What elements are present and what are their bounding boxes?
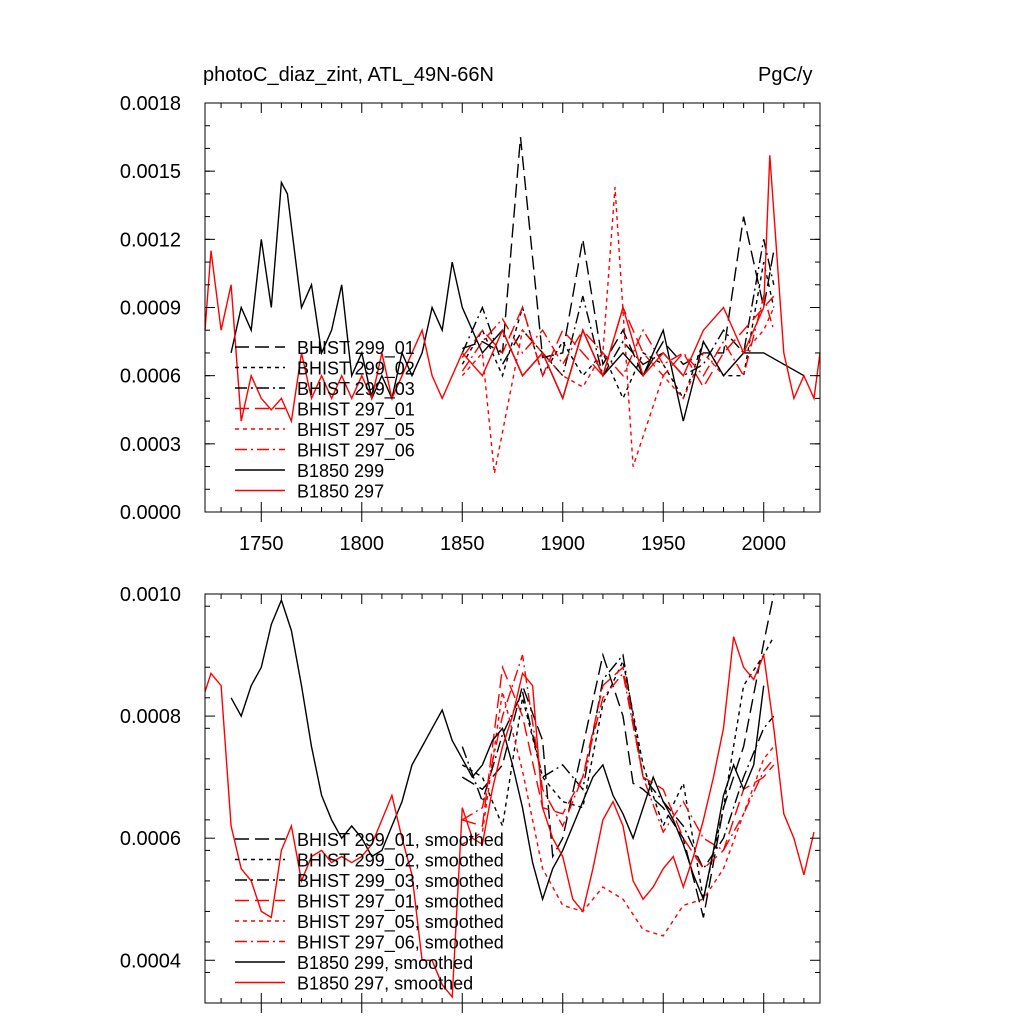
legend-label-5: BHIST 297_06, smoothed [297, 933, 504, 954]
series-line-5 [461, 293, 775, 378]
series-line-6 [230, 598, 765, 902]
series-line-0 [462, 137, 775, 378]
x-tick-label: 1850 [440, 533, 485, 555]
series-line-0 [461, 593, 775, 918]
x-tick-label: 1750 [239, 533, 284, 555]
series-line-7 [204, 155, 821, 424]
x-tick-label: 1900 [540, 533, 585, 555]
y-tick-label: 0.0015 [120, 161, 181, 183]
legend-label-6: B1850 299, smoothed [297, 953, 473, 973]
legend-label-0: BHIST 299_01 [297, 338, 415, 359]
legend-label-3: BHIST 297_01 [297, 400, 415, 421]
y-tick-label: 0.0012 [120, 229, 181, 251]
series-line-3 [462, 664, 775, 870]
series-line-4 [461, 691, 775, 937]
y-tick-label: 0.0003 [120, 434, 181, 456]
x-tick-label: 2000 [741, 533, 786, 555]
series-line-1 [461, 636, 775, 900]
x-tick-label: 1800 [340, 533, 385, 555]
series-line-5 [461, 654, 775, 852]
series-line-2 [461, 653, 775, 871]
legend-label-7: B1850 297 [297, 482, 384, 502]
series-line-2 [461, 239, 775, 378]
legend-label-4: BHIST 297_05 [297, 420, 415, 441]
series-line-3 [461, 295, 775, 389]
series-line-6 [230, 180, 805, 422]
legend-label-1: BHIST 299_02, smoothed [297, 851, 504, 872]
y-tick-label: 0.0006 [120, 366, 181, 388]
y-tick-label: 0.0008 [120, 706, 181, 728]
y-tick-label: 0.0006 [120, 828, 181, 850]
y-tick-label: 0.0018 [120, 93, 181, 115]
y-tick-label: 0.0009 [120, 298, 181, 320]
plot-frame [204, 593, 821, 1004]
y-tick-label: 0.0004 [120, 950, 181, 972]
y-tick-label: 0.0010 [120, 584, 181, 606]
bottom-panel: 0.0004 0.0006 0.0008 0.0010 BHIST 299_01, sm… [120, 584, 821, 1013]
top-panel: 1750 1800 1850 1900 1950 2000 0.0000 0.0003 0.00… [120, 93, 821, 555]
legend-label-4: BHIST 297_05, smoothed [297, 912, 504, 933]
legend-label-6: B1850 299 [297, 461, 384, 481]
x-tick-label: 1950 [641, 533, 686, 555]
legend-label-0: BHIST 299_01, smoothed [297, 830, 504, 851]
legend-label-3: BHIST 297_01, smoothed [297, 892, 504, 913]
series-line-7 [204, 636, 815, 999]
y-tick-label: 0.0000 [120, 502, 181, 524]
legend-label-2: BHIST 299_03 [297, 379, 415, 400]
legend-label-7: B1850 297, smoothed [297, 974, 473, 994]
legend-label-2: BHIST 299_03, smoothed [297, 871, 504, 892]
chart-title: photoC_diaz_zint, ATL_49N-66N [203, 64, 494, 86]
units-label: PgC/y [758, 64, 813, 86]
legend-label-1: BHIST 299_02 [297, 359, 415, 380]
series-line-1 [461, 261, 775, 401]
legend-label-5: BHIST 297_06 [297, 441, 415, 462]
